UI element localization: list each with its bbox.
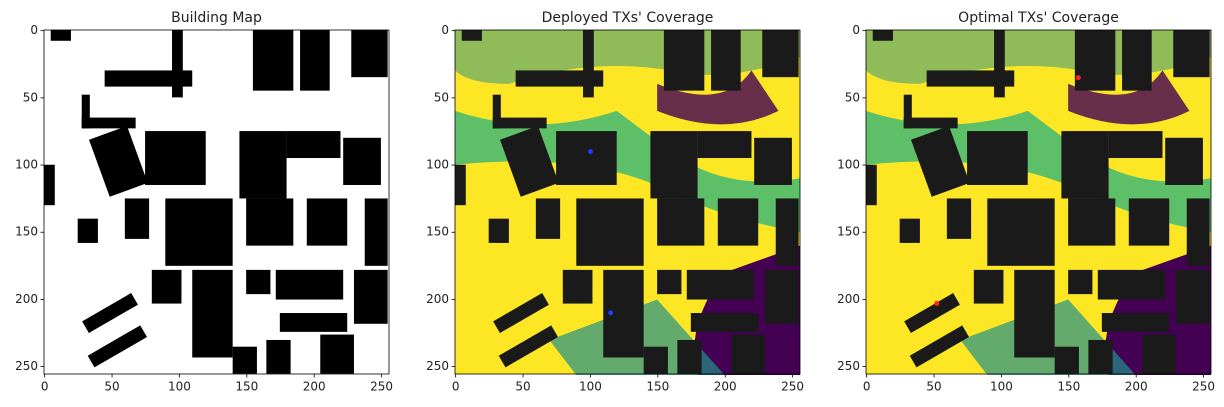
- y-tick-label: 200: [837, 292, 860, 306]
- y-tick-label: 0: [30, 23, 38, 37]
- x-tick-label: 50: [515, 380, 530, 394]
- x-tick-label: 250: [781, 380, 804, 394]
- y-tick-label: 100: [837, 158, 860, 172]
- y-tick-label: 200: [15, 292, 38, 306]
- x-tick-label: 100: [168, 380, 191, 394]
- y-tick-label: 150: [426, 225, 449, 239]
- axes-frame: [865, 29, 1212, 375]
- x-tick-label: 50: [926, 380, 941, 394]
- x-tick-label: 250: [1192, 380, 1215, 394]
- y-tick-label: 0: [441, 23, 449, 37]
- x-tick-label: 100: [579, 380, 602, 394]
- tx-marker: [1075, 75, 1081, 81]
- x-tick-label: 200: [303, 380, 326, 394]
- x-tick-label: 150: [1057, 380, 1080, 394]
- x-tick-label: 0: [452, 380, 460, 394]
- tx-marker: [587, 149, 593, 155]
- panel-title: Optimal TXs' Coverage: [958, 10, 1119, 26]
- x-tick-label: 200: [714, 380, 737, 394]
- x-tick-label: 0: [863, 380, 871, 394]
- x-tick-label: 250: [370, 380, 393, 394]
- axes-frame: [454, 29, 801, 375]
- y-tick-label: 100: [426, 158, 449, 172]
- y-tick-label: 100: [15, 158, 38, 172]
- y-tick-label: 200: [426, 292, 449, 306]
- x-tick-label: 200: [1125, 380, 1148, 394]
- y-tick-label: 150: [837, 225, 860, 239]
- tx-marker: [608, 310, 614, 316]
- x-tick-label: 150: [235, 380, 258, 394]
- axes-frame: [43, 29, 390, 375]
- x-tick-label: 100: [990, 380, 1013, 394]
- y-tick-label: 50: [434, 90, 449, 104]
- y-tick-label: 0: [852, 23, 860, 37]
- y-tick-label: 250: [426, 359, 449, 373]
- y-tick-label: 250: [837, 359, 860, 373]
- x-tick-label: 150: [646, 380, 669, 394]
- y-tick-label: 250: [15, 359, 38, 373]
- panel-title: Building Map: [171, 10, 262, 26]
- tx-marker: [934, 300, 940, 306]
- y-tick-label: 50: [845, 90, 860, 104]
- x-tick-label: 0: [41, 380, 49, 394]
- panel-title: Deployed TXs' Coverage: [542, 10, 714, 26]
- y-tick-label: 150: [15, 225, 38, 239]
- x-tick-label: 50: [104, 380, 119, 394]
- y-tick-label: 50: [23, 90, 38, 104]
